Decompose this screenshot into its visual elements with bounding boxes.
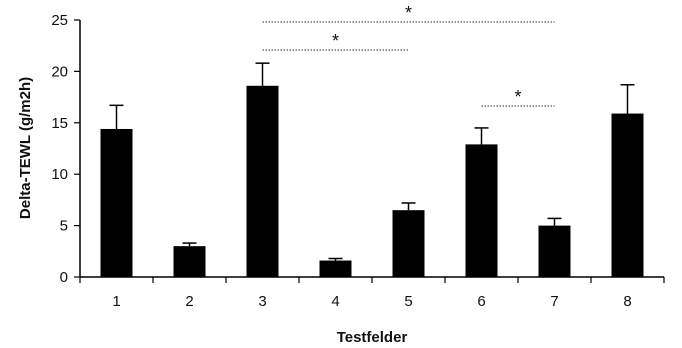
error-bars [109, 62, 635, 261]
y-axis-title: Delta-TEWL (g/m2h) [17, 77, 34, 219]
y-axis: 0 5 10 15 20 25 [51, 12, 81, 286]
x-tick-label: 4 [331, 293, 339, 310]
bar-5 [392, 210, 425, 277]
bar-8 [611, 113, 644, 277]
significance-star: * [405, 3, 412, 23]
y-tick-label: 5 [60, 218, 68, 235]
y-tick-label: 25 [51, 12, 68, 29]
bar-2 [173, 246, 206, 277]
x-axis-title: Testfelder [337, 329, 408, 346]
x-tick-label: 6 [477, 293, 485, 310]
x-tick-label: 2 [185, 293, 193, 310]
bar-7 [538, 225, 571, 277]
bars [100, 85, 644, 278]
significance-star: * [514, 87, 521, 107]
y-tick-label: 0 [60, 269, 68, 286]
bar-3 [246, 85, 279, 278]
bar-1 [100, 128, 133, 277]
significance-star: * [332, 31, 339, 51]
x-tick-label: 5 [404, 293, 412, 310]
bar-6 [465, 144, 498, 277]
x-tick-label: 3 [258, 293, 266, 310]
x-tick-label: 8 [623, 293, 631, 310]
y-tick-label: 10 [51, 166, 68, 183]
y-tick-label: 20 [51, 63, 68, 80]
x-tick-label: 7 [550, 293, 558, 310]
significance-markers: * * * [262, 3, 555, 107]
x-tick-label: 1 [112, 293, 120, 310]
y-tick-label: 15 [51, 115, 68, 132]
x-axis: 1 2 3 4 5 6 7 8 [79, 276, 665, 310]
bar-4 [319, 260, 352, 277]
